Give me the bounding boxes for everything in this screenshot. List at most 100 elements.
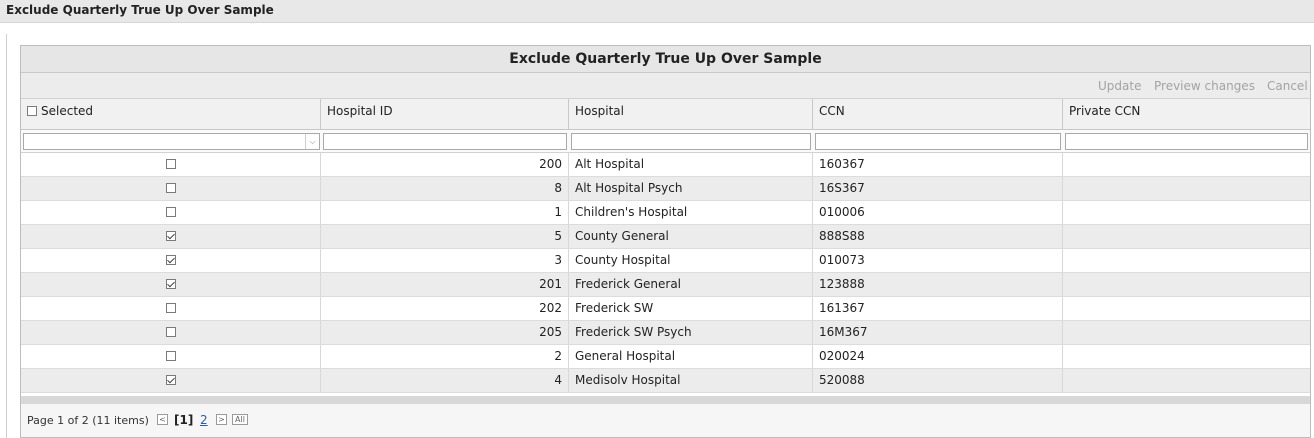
pager: Page 1 of 2 (11 items) < [1] 2 > All bbox=[21, 404, 1310, 437]
cell-hospital-id: 201 bbox=[321, 273, 569, 296]
cell-hospital: Alt Hospital Psych bbox=[569, 177, 813, 200]
page-2-link[interactable]: 2 bbox=[200, 413, 208, 427]
cell-private-ccn bbox=[1063, 177, 1310, 200]
table-row[interactable]: 201 Frederick General 123888 bbox=[21, 273, 1310, 297]
column-header-private-ccn[interactable]: Private CCN bbox=[1069, 104, 1141, 118]
row-select-cell bbox=[21, 297, 321, 320]
row-select-cell bbox=[21, 177, 321, 200]
cell-hospital-id: 202 bbox=[321, 297, 569, 320]
row-select-checkbox[interactable] bbox=[165, 231, 176, 241]
row-select-checkbox[interactable] bbox=[165, 159, 176, 169]
column-header-selected[interactable]: Selected bbox=[21, 99, 321, 129]
pager-separator bbox=[21, 396, 1310, 404]
cell-hospital: Medisolv Hospital bbox=[569, 369, 813, 392]
cell-hospital: County Hospital bbox=[569, 249, 813, 272]
prev-page-button[interactable]: < bbox=[157, 414, 168, 425]
cell-private-ccn bbox=[1063, 249, 1310, 272]
table-row[interactable]: 1 Children's Hospital 010006 bbox=[21, 201, 1310, 225]
row-select-cell bbox=[21, 369, 321, 392]
hospital-filter-input[interactable] bbox=[571, 133, 811, 150]
cell-hospital-id: 4 bbox=[321, 369, 569, 392]
cancel-button[interactable]: Cancel bbox=[1267, 79, 1308, 93]
cell-ccn: 123888 bbox=[813, 273, 1063, 296]
preview-changes-button[interactable]: Preview changes bbox=[1154, 79, 1255, 93]
cell-hospital-id: 8 bbox=[321, 177, 569, 200]
left-divider bbox=[6, 34, 7, 438]
column-header-hospital[interactable]: Hospital bbox=[569, 99, 813, 129]
show-all-button[interactable]: All bbox=[232, 414, 248, 425]
row-select-cell bbox=[21, 201, 321, 224]
cell-private-ccn bbox=[1063, 225, 1310, 248]
cell-hospital: Frederick SW bbox=[569, 297, 813, 320]
column-header-hospital-id[interactable]: Hospital ID bbox=[321, 99, 569, 129]
cell-hospital: Frederick General bbox=[569, 273, 813, 296]
grid-body: 200 Alt Hospital 160367 8 Alt Hospital Psych… bbox=[21, 153, 1310, 393]
row-select-checkbox[interactable] bbox=[165, 183, 176, 193]
row-select-cell bbox=[21, 345, 321, 368]
cell-ccn: 160367 bbox=[813, 153, 1063, 176]
cell-private-ccn bbox=[1063, 369, 1310, 392]
table-row[interactable]: 202 Frederick SW 161367 bbox=[21, 297, 1310, 321]
cell-ccn: 16M367 bbox=[813, 321, 1063, 344]
chevron-down-icon[interactable]: ⌵ bbox=[305, 134, 319, 149]
table-row[interactable]: 5 County General 888S88 bbox=[21, 225, 1310, 249]
row-select-cell bbox=[21, 273, 321, 296]
page-title-bar: Exclude Quarterly True Up Over Sample bbox=[0, 0, 1314, 23]
row-select-cell bbox=[21, 153, 321, 176]
row-select-cell bbox=[21, 321, 321, 344]
private-ccn-filter-input[interactable] bbox=[1065, 133, 1308, 150]
cell-private-ccn bbox=[1063, 273, 1310, 296]
next-page-button[interactable]: > bbox=[216, 414, 227, 425]
table-row[interactable]: 200 Alt Hospital 160367 bbox=[21, 153, 1310, 177]
cell-ccn: 010006 bbox=[813, 201, 1063, 224]
pager-info: Page 1 of 2 (11 items) bbox=[27, 414, 149, 427]
cell-private-ccn bbox=[1063, 201, 1310, 224]
table-row[interactable]: 3 County Hospital 010073 bbox=[21, 249, 1310, 273]
cell-ccn: 020024 bbox=[813, 345, 1063, 368]
cell-hospital-id: 1 bbox=[321, 201, 569, 224]
ccn-filter-input[interactable] bbox=[815, 133, 1061, 150]
grid-toolbar: Update Preview changes Cancel bbox=[21, 73, 1310, 99]
select-all-checkbox[interactable] bbox=[27, 106, 37, 116]
row-select-checkbox[interactable] bbox=[165, 327, 176, 337]
table-row[interactable]: 8 Alt Hospital Psych 16S367 bbox=[21, 177, 1310, 201]
data-grid: Exclude Quarterly True Up Over Sample Up… bbox=[20, 45, 1311, 438]
row-select-checkbox[interactable] bbox=[165, 279, 176, 289]
cell-hospital: Alt Hospital bbox=[569, 153, 813, 176]
row-select-checkbox[interactable] bbox=[165, 207, 176, 217]
cell-hospital: Children's Hospital bbox=[569, 201, 813, 224]
cell-ccn: 16S367 bbox=[813, 177, 1063, 200]
row-select-cell bbox=[21, 249, 321, 272]
current-page: [1] bbox=[174, 413, 194, 427]
cell-hospital: Frederick SW Psych bbox=[569, 321, 813, 344]
cell-hospital-id: 205 bbox=[321, 321, 569, 344]
table-row[interactable]: 2 General Hospital 020024 bbox=[21, 345, 1310, 369]
update-button[interactable]: Update bbox=[1098, 79, 1142, 93]
cell-ccn: 161367 bbox=[813, 297, 1063, 320]
column-header-ccn[interactable]: CCN bbox=[813, 99, 1063, 129]
row-select-checkbox[interactable] bbox=[165, 351, 176, 361]
cell-hospital-id: 3 bbox=[321, 249, 569, 272]
column-header-row: Selected Hospital ID Hospital CCN Privat… bbox=[21, 99, 1310, 130]
hospital-id-filter-input[interactable] bbox=[323, 133, 567, 150]
cell-hospital: County General bbox=[569, 225, 813, 248]
cell-hospital-id: 2 bbox=[321, 345, 569, 368]
row-select-cell bbox=[21, 225, 321, 248]
table-row[interactable]: 4 Medisolv Hospital 520088 bbox=[21, 369, 1310, 393]
cell-private-ccn bbox=[1063, 345, 1310, 368]
cell-ccn: 010073 bbox=[813, 249, 1063, 272]
row-select-checkbox[interactable] bbox=[165, 375, 176, 385]
cell-hospital-id: 200 bbox=[321, 153, 569, 176]
cell-private-ccn bbox=[1063, 321, 1310, 344]
cell-hospital: General Hospital bbox=[569, 345, 813, 368]
cell-ccn: 520088 bbox=[813, 369, 1063, 392]
filter-row: ⌵ bbox=[21, 130, 1310, 153]
row-select-checkbox[interactable] bbox=[165, 303, 176, 313]
table-row[interactable]: 205 Frederick SW Psych 16M367 bbox=[21, 321, 1310, 345]
grid-title: Exclude Quarterly True Up Over Sample bbox=[21, 46, 1310, 73]
selected-filter-dropdown[interactable]: ⌵ bbox=[23, 133, 320, 150]
row-select-checkbox[interactable] bbox=[165, 255, 176, 265]
page-title: Exclude Quarterly True Up Over Sample bbox=[6, 3, 274, 17]
cell-hospital-id: 5 bbox=[321, 225, 569, 248]
cell-ccn: 888S88 bbox=[813, 225, 1063, 248]
